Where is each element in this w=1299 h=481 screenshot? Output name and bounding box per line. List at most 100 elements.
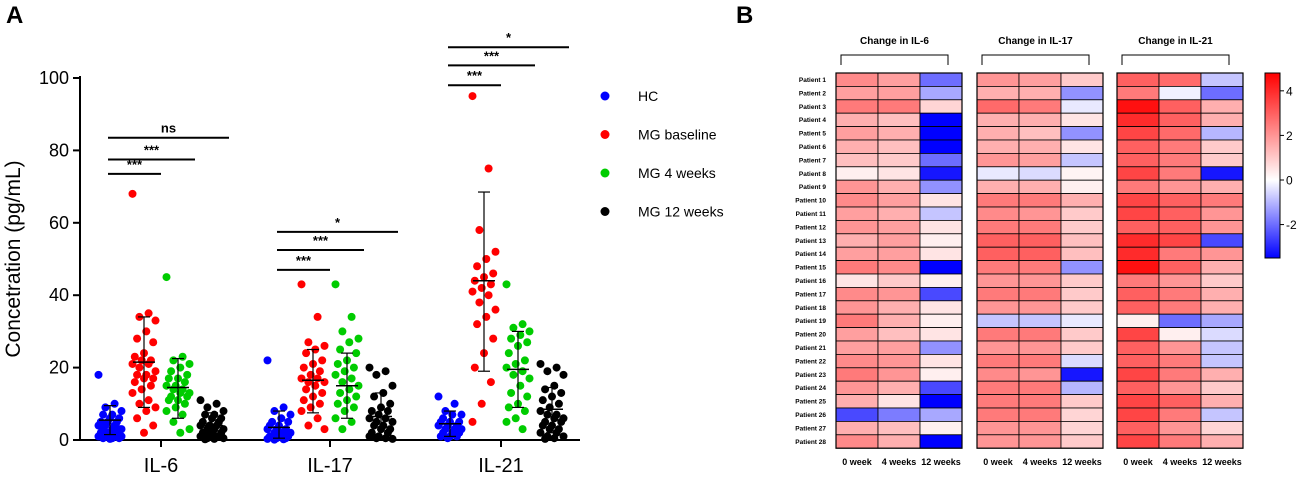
group-bracket bbox=[1121, 54, 1230, 65]
heatmap-cell bbox=[1158, 86, 1202, 101]
heatmap-cell bbox=[919, 166, 963, 181]
heatmap-cell bbox=[1018, 166, 1062, 181]
heatmap-cell bbox=[976, 219, 1020, 235]
data-point bbox=[176, 428, 185, 437]
heatmap-cell bbox=[919, 407, 963, 422]
heatmap-cell bbox=[976, 99, 1020, 114]
heatmap-cell bbox=[835, 327, 879, 342]
heatmap-cell bbox=[1116, 179, 1160, 194]
heatmap-cell bbox=[877, 340, 921, 355]
heatmap-column-label: 12 weeks bbox=[921, 457, 961, 467]
heatmap-cell bbox=[1060, 394, 1104, 409]
heatmap-row-label: Patient 25 bbox=[795, 399, 826, 406]
data-point bbox=[320, 425, 329, 434]
heatmap-cell bbox=[919, 420, 963, 436]
heatmap-cell bbox=[1200, 139, 1244, 154]
data-point bbox=[320, 378, 329, 387]
heatmap-cell bbox=[976, 367, 1020, 382]
heatmap-cell bbox=[877, 72, 921, 87]
significance-label: *** bbox=[144, 142, 160, 157]
heatmap-cell bbox=[1060, 273, 1104, 288]
data-point bbox=[180, 378, 189, 387]
heatmap-group-title: Change in IL-17 bbox=[998, 36, 1073, 47]
data-point bbox=[183, 392, 192, 401]
data-point bbox=[130, 378, 139, 387]
legend-label: MG 4 weeks bbox=[638, 165, 716, 181]
heatmap-cell bbox=[1018, 420, 1062, 436]
heatmap-cell bbox=[877, 246, 921, 261]
heatmap-cell bbox=[835, 99, 879, 114]
heatmap-cell bbox=[1116, 434, 1160, 449]
heatmap-cell bbox=[976, 327, 1020, 342]
heatmap-cell bbox=[976, 152, 1020, 168]
data-point bbox=[169, 385, 178, 394]
data-point bbox=[557, 388, 566, 397]
data-point bbox=[484, 291, 493, 300]
heatmap-cell bbox=[1116, 72, 1160, 87]
data-point bbox=[201, 435, 210, 444]
data-point bbox=[128, 359, 137, 368]
heatmap-cell bbox=[919, 367, 963, 382]
data-point bbox=[135, 399, 144, 408]
heatmap-cell bbox=[877, 112, 921, 127]
data-point bbox=[146, 381, 155, 390]
heatmap-cell bbox=[976, 260, 1020, 275]
data-point bbox=[331, 414, 340, 423]
data-point bbox=[304, 378, 313, 387]
heatmap-cell bbox=[919, 126, 963, 141]
heatmap-cell bbox=[1158, 353, 1202, 369]
heatmap-cell bbox=[976, 407, 1020, 422]
heatmap-cell bbox=[1060, 233, 1104, 248]
heatmap-cell bbox=[1158, 434, 1202, 449]
data-point bbox=[486, 280, 495, 289]
data-point bbox=[297, 280, 306, 289]
heatmap-cell bbox=[1200, 434, 1244, 449]
data-point bbox=[304, 421, 313, 430]
data-point bbox=[468, 92, 477, 101]
heatmap-cell bbox=[1158, 206, 1202, 221]
heatmap-cell bbox=[1018, 86, 1062, 101]
heatmap-cell bbox=[1116, 99, 1160, 114]
heatmap-cell bbox=[1116, 407, 1160, 422]
legend-marker bbox=[600, 130, 610, 139]
heatmap-cell bbox=[1158, 112, 1202, 127]
data-point bbox=[297, 407, 306, 416]
data-point bbox=[331, 370, 340, 379]
data-point bbox=[345, 338, 354, 347]
data-point bbox=[203, 403, 212, 412]
heatmap-cell bbox=[976, 273, 1020, 288]
data-point bbox=[212, 399, 221, 408]
data-point bbox=[128, 388, 137, 397]
legend-marker bbox=[600, 91, 610, 101]
data-point bbox=[130, 352, 139, 361]
heatmap-cell bbox=[877, 273, 921, 288]
heatmap-cell bbox=[1200, 420, 1244, 436]
data-point bbox=[110, 399, 119, 408]
heatmap-cell bbox=[1200, 206, 1244, 221]
heatmap-cell bbox=[877, 300, 921, 315]
heatmap-cell bbox=[877, 126, 921, 141]
heatmap-cell bbox=[877, 367, 921, 382]
heatmap-cell bbox=[835, 313, 879, 329]
heatmap-row-label: Patient 1 bbox=[799, 77, 826, 84]
legend-label: MG 12 weeks bbox=[638, 204, 724, 220]
heatmap-cell bbox=[1158, 260, 1202, 275]
heatmap-cell bbox=[1116, 260, 1160, 275]
heatmap-cell bbox=[1018, 394, 1062, 409]
heatmap-cell bbox=[1060, 126, 1104, 141]
heatmap-cell bbox=[877, 260, 921, 275]
heatmap-cell bbox=[919, 86, 963, 101]
heatmap-cell bbox=[919, 286, 963, 302]
data-point bbox=[180, 399, 189, 408]
data-point bbox=[518, 367, 527, 376]
heatmap-cell bbox=[976, 434, 1020, 449]
colorbar bbox=[1264, 72, 1281, 259]
heatmap-cell bbox=[1060, 72, 1104, 87]
heatmap-cell bbox=[919, 380, 963, 396]
data-point bbox=[313, 374, 322, 383]
heatmap-cell bbox=[1200, 394, 1244, 409]
data-point bbox=[140, 428, 148, 437]
group-bracket bbox=[981, 54, 1090, 65]
heatmap-row-label: Patient 7 bbox=[799, 157, 826, 164]
heatmap-cell bbox=[1116, 313, 1160, 329]
